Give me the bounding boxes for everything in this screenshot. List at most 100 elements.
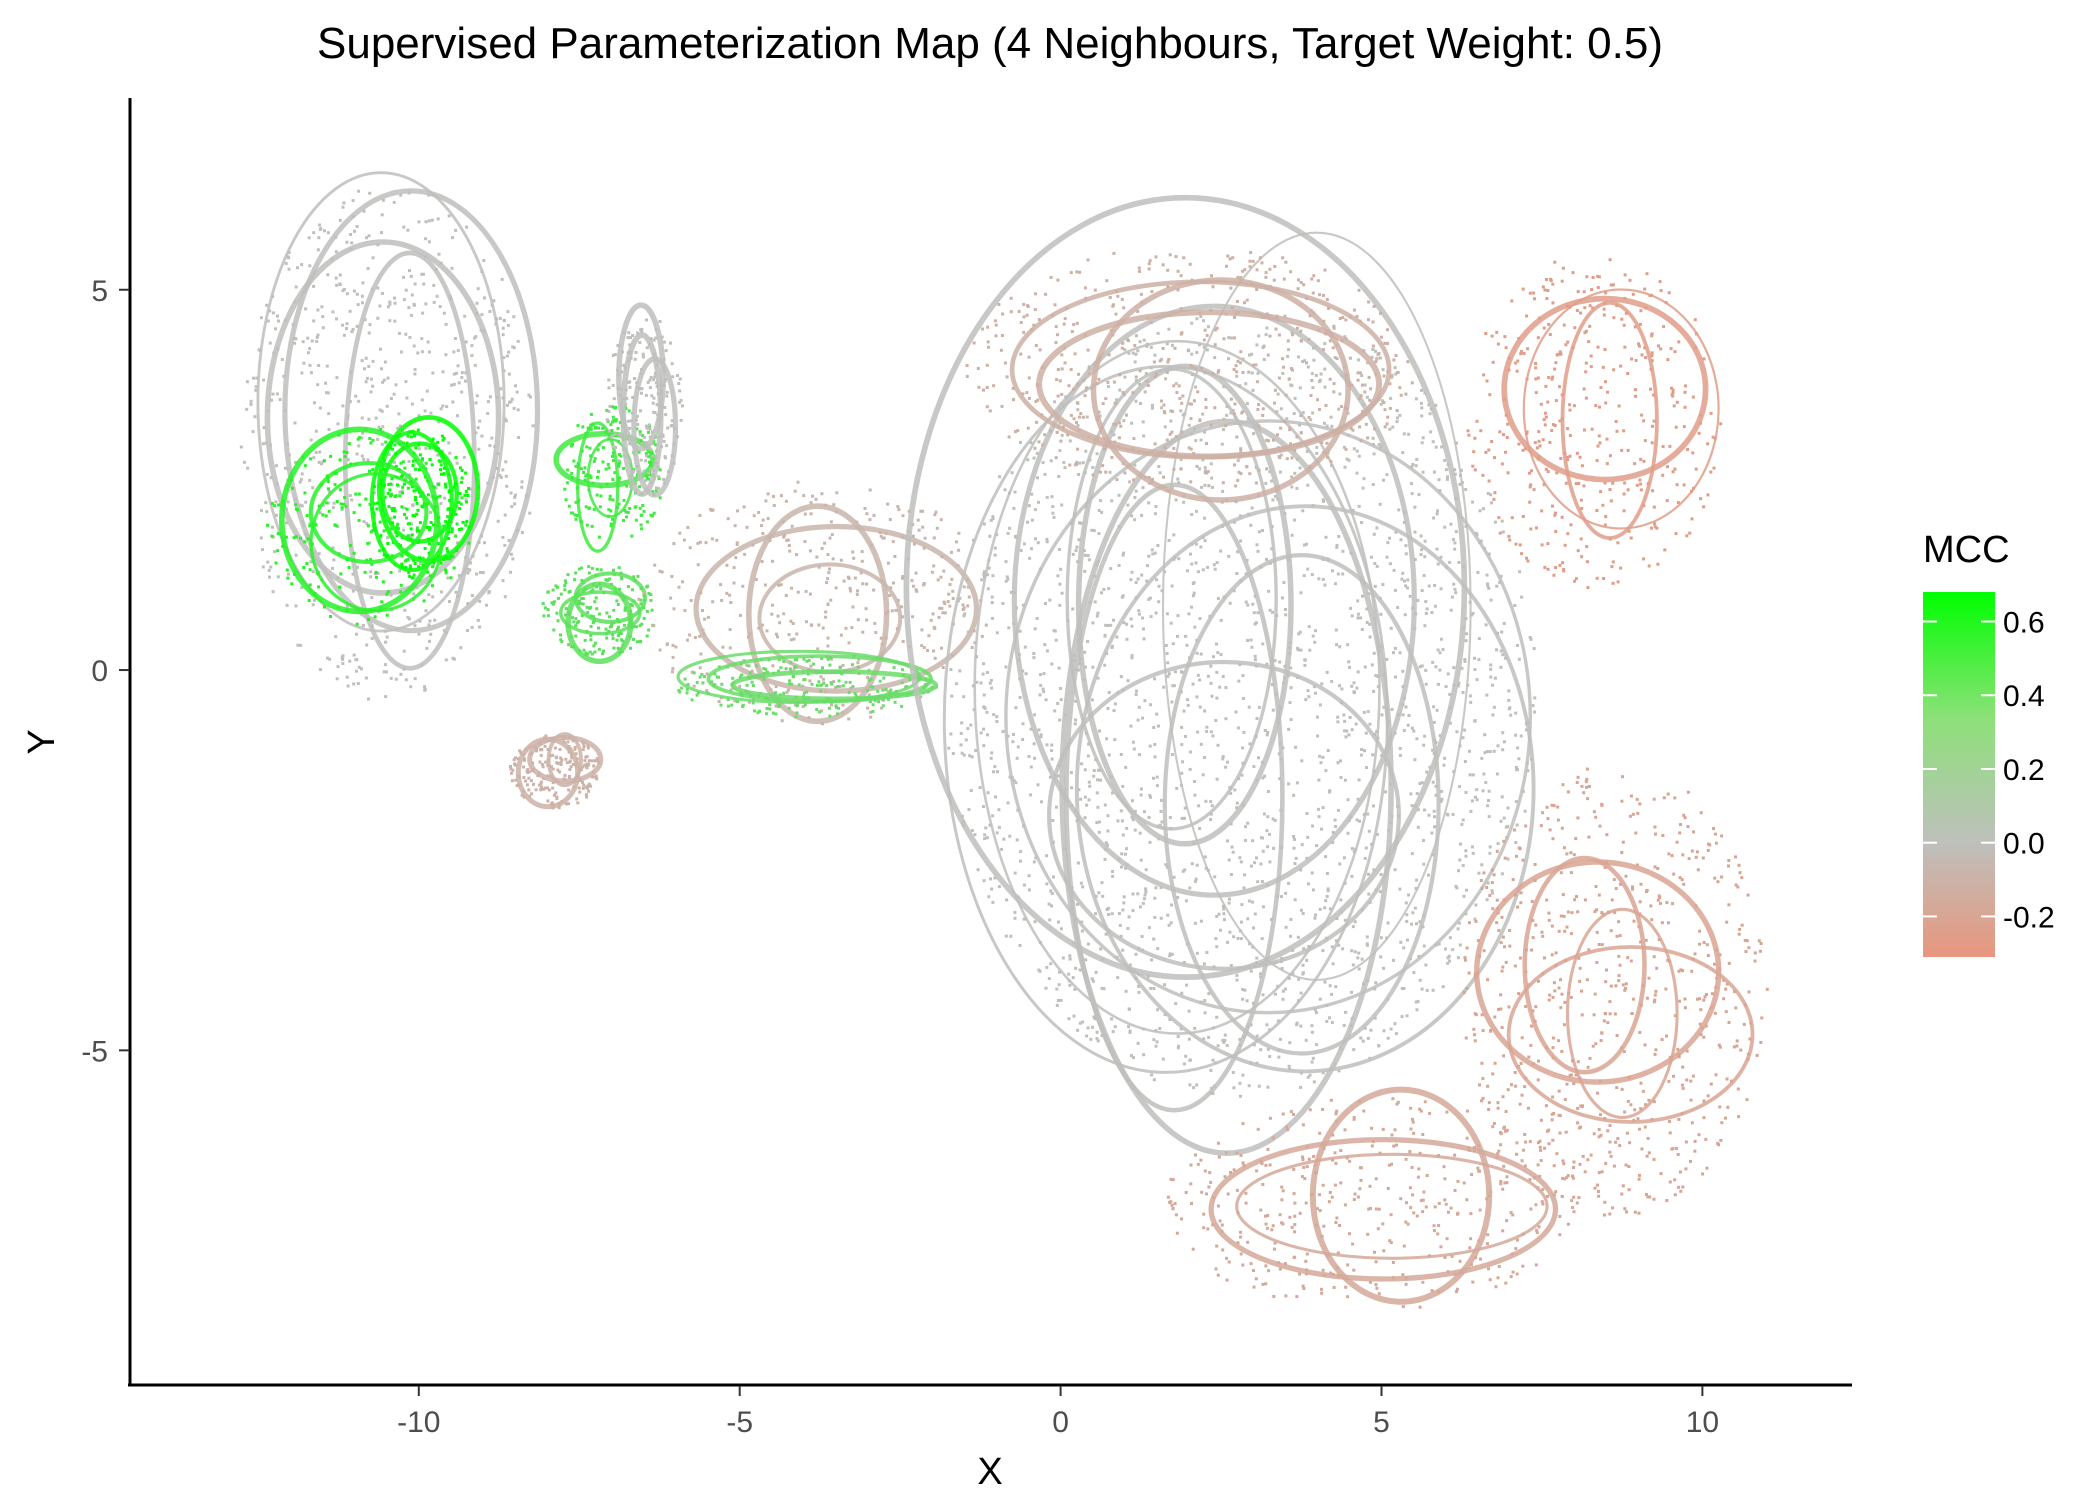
point (452, 372, 456, 376)
point (1144, 868, 1148, 872)
point (1344, 735, 1348, 739)
point (1359, 1036, 1363, 1040)
point (922, 646, 926, 649)
point (589, 625, 593, 628)
point (1181, 760, 1184, 764)
point (645, 609, 649, 613)
point (1583, 331, 1587, 335)
point (1019, 440, 1022, 444)
point (1209, 462, 1213, 466)
point (286, 576, 290, 580)
point (629, 419, 633, 423)
point (1294, 745, 1298, 749)
point (1392, 568, 1396, 572)
point (1083, 816, 1087, 820)
point (1580, 555, 1584, 559)
point (312, 598, 316, 602)
point (354, 492, 358, 496)
point (1133, 360, 1137, 364)
point (1489, 663, 1493, 667)
point (1434, 784, 1438, 788)
point (350, 498, 354, 502)
point (1263, 729, 1267, 732)
point (1306, 567, 1310, 571)
point (1169, 621, 1173, 625)
point (1262, 358, 1266, 361)
point (1273, 818, 1277, 822)
point (580, 597, 584, 600)
point (331, 546, 335, 550)
point (1043, 472, 1047, 476)
point (1263, 774, 1267, 778)
point (1333, 356, 1337, 359)
point (1187, 1037, 1191, 1041)
point (732, 566, 736, 570)
point (937, 615, 941, 619)
point (690, 670, 694, 674)
point (1430, 831, 1434, 835)
point (1198, 343, 1201, 347)
point (527, 770, 531, 774)
point (1362, 477, 1366, 481)
point (784, 594, 788, 597)
point (1413, 906, 1417, 910)
point (331, 566, 334, 570)
point (860, 550, 864, 554)
point (1498, 531, 1502, 535)
point (1240, 903, 1244, 907)
point (1341, 947, 1345, 951)
point (1449, 608, 1453, 612)
point (445, 557, 449, 561)
point (312, 231, 316, 235)
point (1010, 471, 1014, 475)
point (1533, 696, 1537, 700)
point (348, 309, 352, 313)
point (1381, 399, 1384, 403)
point (1385, 657, 1389, 661)
point (1229, 791, 1233, 795)
point (1691, 451, 1695, 455)
point (1296, 935, 1300, 939)
point (1452, 582, 1456, 586)
point (1241, 746, 1245, 750)
point (300, 504, 304, 508)
point (490, 436, 494, 440)
point (406, 534, 410, 538)
point (588, 650, 592, 654)
point (594, 759, 598, 763)
point (1356, 612, 1360, 616)
point (664, 413, 668, 417)
point (1033, 713, 1037, 717)
point (1564, 481, 1568, 485)
point (1195, 863, 1199, 867)
point (501, 468, 505, 472)
point (478, 599, 482, 603)
point (417, 565, 421, 569)
point (1314, 629, 1317, 633)
point (1428, 412, 1432, 416)
point (1171, 642, 1175, 646)
point (784, 667, 788, 671)
point (1048, 775, 1052, 779)
point (713, 672, 717, 676)
point (1144, 372, 1148, 375)
point (1059, 698, 1063, 702)
point (1216, 1044, 1220, 1048)
point (622, 363, 626, 367)
point (990, 751, 994, 755)
point (1299, 648, 1303, 652)
point (890, 609, 894, 613)
point (1584, 361, 1588, 365)
point (439, 463, 443, 467)
point (1448, 692, 1452, 696)
point (654, 486, 658, 490)
point (1414, 1000, 1418, 1004)
point (474, 335, 478, 339)
point (835, 491, 839, 495)
point (1194, 561, 1198, 565)
point (640, 330, 644, 334)
point (570, 471, 574, 475)
point (1130, 570, 1134, 574)
point (1266, 1085, 1270, 1089)
point (1510, 516, 1514, 520)
